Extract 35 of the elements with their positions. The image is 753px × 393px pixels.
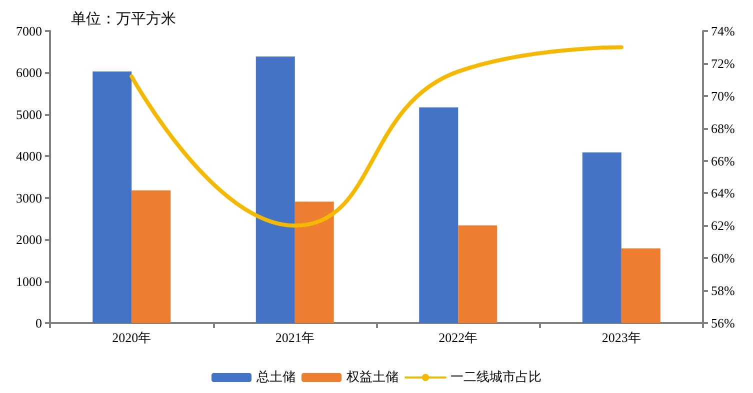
chart-title: 单位：万平方米: [71, 10, 176, 28]
x-tick-label: 2021年: [275, 330, 314, 345]
bar: [294, 202, 334, 323]
y2-tick-label: 70%: [711, 88, 735, 104]
y2-tick-label: 58%: [711, 283, 735, 298]
y2-tick-label: 56%: [711, 316, 735, 330]
line-series: [130, 45, 624, 228]
legend-label: 权益土储: [346, 370, 398, 385]
y-tick-label: 4000: [16, 148, 42, 164]
y-tick-label: 1000: [16, 274, 42, 289]
x-tick-label: 2023年: [602, 330, 641, 345]
y-tick-label: 0: [36, 316, 42, 330]
legend-label: 总土储: [256, 370, 296, 385]
bar: [458, 225, 498, 323]
y-tick-label: 7000: [16, 24, 42, 38]
bar: [621, 248, 660, 323]
y2-tick-label: 66%: [711, 153, 735, 168]
y2-tick-label: 72%: [711, 56, 735, 71]
x-tick-label: 2020年: [112, 330, 152, 345]
bar: [256, 56, 295, 323]
y2-tick-label: 64%: [711, 186, 735, 201]
y2-tick-label: 62%: [711, 218, 735, 234]
bar: [132, 190, 171, 323]
y-tick-label: 6000: [16, 65, 42, 80]
y2-tick-label: 60%: [711, 250, 735, 266]
legend-label: 一二线城市占比: [450, 370, 542, 385]
y2-tick-label: 68%: [711, 120, 735, 136]
y-tick-label: 5000: [16, 106, 42, 122]
bar: [582, 152, 622, 323]
y-tick-label: 3000: [16, 190, 42, 206]
x-tick-label: 2022年: [438, 330, 478, 345]
y-tick-label: 2000: [16, 232, 42, 248]
bar: [92, 71, 132, 323]
y2-tick-label: 74%: [711, 24, 735, 38]
bar: [419, 107, 458, 323]
